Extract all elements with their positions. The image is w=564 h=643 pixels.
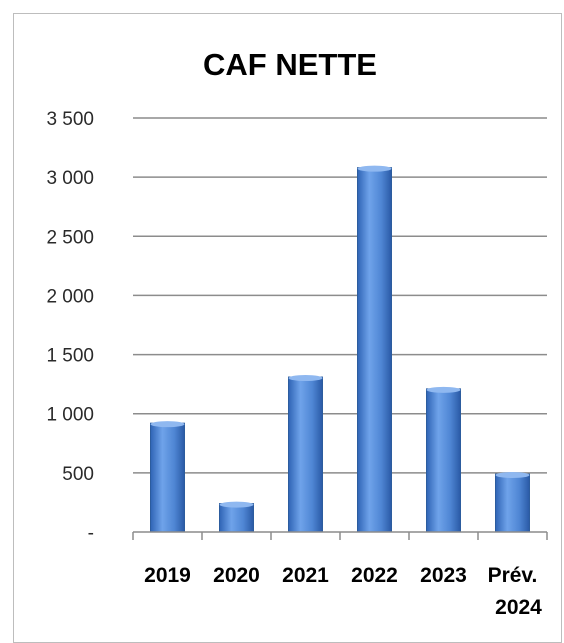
bar-pr-v-2024 (495, 473, 530, 533)
bar-2019 (150, 422, 185, 533)
bar-top-cap (288, 375, 323, 382)
y-tick-label: 2 000 (46, 286, 94, 307)
bar-top-cap (219, 501, 254, 508)
bar-top-cap (150, 421, 185, 428)
y-tick-label: 500 (62, 464, 94, 485)
bar-2022 (357, 167, 392, 533)
bar-chart: CAF NETTE - 500 1 000 1 500 2 000 2 500 3 000 3… (46, 47, 548, 619)
y-tick-label: - (88, 523, 94, 544)
x-tick-label: 2019 (144, 564, 191, 587)
x-tick-label: 2021 (282, 564, 329, 587)
x-axis-tick-labels: 2019 2020 2021 2022 2023 Prév. 2024 (144, 564, 542, 619)
x-tick-label: 2023 (420, 564, 467, 587)
y-tick-label: 2 500 (46, 227, 94, 248)
x-tick-label: 2020 (213, 564, 260, 587)
bar-top-cap (495, 472, 530, 479)
y-axis-tick-labels: - 500 1 000 1 500 2 000 2 500 3 000 3 500 (46, 109, 94, 544)
bar-top-cap (426, 386, 461, 393)
bar-top-cap (357, 165, 392, 172)
y-tick-label: 1 500 (46, 346, 94, 367)
x-tick-label: 2022 (351, 564, 398, 587)
x-tick-label: Prév. (488, 564, 538, 587)
bars (150, 165, 530, 533)
x-axis (132, 531, 548, 540)
chart-title: CAF NETTE (203, 47, 377, 82)
y-tick-label: 1 000 (46, 405, 94, 426)
y-tick-label: 3 500 (46, 109, 94, 130)
bar-2020 (219, 503, 254, 533)
gridlines (133, 117, 547, 474)
y-tick-label: 3 000 (46, 168, 94, 189)
x-tick-label: 2024 (495, 596, 542, 619)
bar-2021 (288, 376, 323, 533)
bar-2023 (426, 388, 461, 533)
